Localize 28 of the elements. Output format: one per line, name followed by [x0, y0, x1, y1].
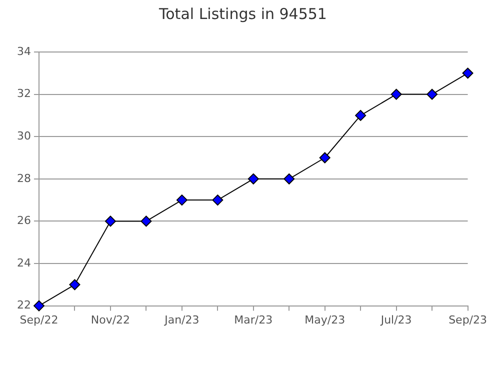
x-tick-label: Nov/22 [90, 313, 130, 326]
point [140, 216, 152, 227]
x-tick-label: Sep/23 [448, 313, 487, 326]
point [176, 194, 188, 206]
chart-title: Total Listings in 94551 [158, 4, 327, 23]
y-tick-label: 22 [16, 298, 31, 312]
y-tick-label: 30 [16, 129, 31, 142]
x-tick-label: May/23 [304, 313, 346, 326]
point [462, 68, 474, 79]
point [248, 173, 259, 184]
x-tick-label: Mar/23 [234, 313, 273, 326]
point [284, 173, 295, 184]
point [319, 152, 330, 164]
point [104, 216, 116, 227]
y-tick-label: 28 [16, 172, 31, 185]
y-tick-label: 26 [16, 214, 31, 228]
point [212, 194, 224, 206]
y-tick-label: 32 [16, 87, 31, 100]
point [69, 279, 80, 290]
x-tick-label: Jul/23 [380, 313, 412, 326]
point [390, 88, 402, 100]
point [355, 110, 366, 121]
x-tick-label: Sep/22 [20, 313, 58, 326]
point [33, 300, 44, 312]
y-tick-label: 34 [16, 44, 31, 58]
point [426, 88, 438, 100]
y-tick-label: 24 [16, 256, 31, 270]
x-tick-label: Jan/23 [164, 313, 200, 326]
